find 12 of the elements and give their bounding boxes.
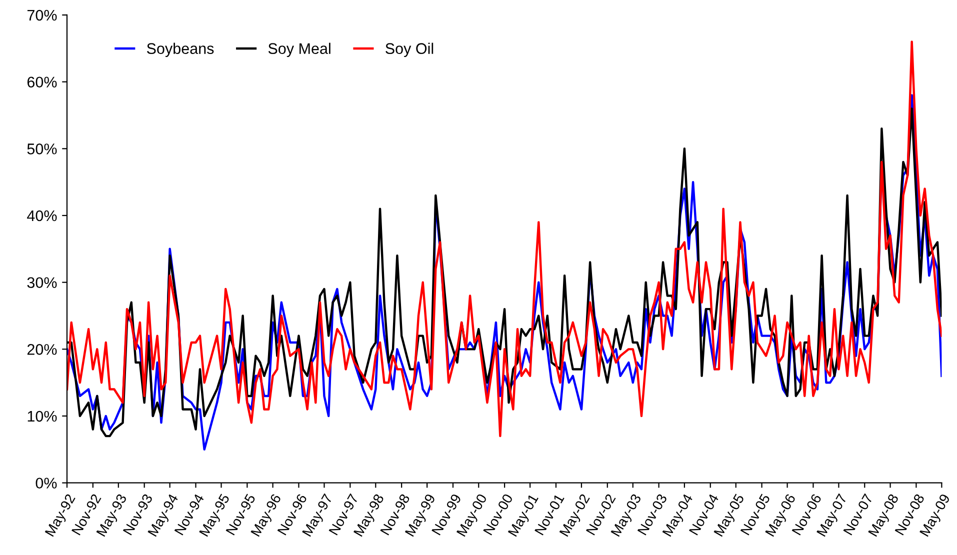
y-tick-label: 40% — [27, 210, 57, 222]
y-tick-label: 30% — [27, 277, 57, 288]
legend-label: Soy Meal — [268, 42, 330, 58]
y-tick-label: 70% — [27, 10, 57, 21]
legend-label: Soy Oil — [386, 42, 434, 58]
y-tick-label: 0% — [36, 478, 57, 489]
line-series — [66, 40, 942, 438]
y-tick-label: 60% — [27, 76, 57, 88]
y-tick-label: 10% — [28, 410, 57, 422]
y-tick-label: 20% — [27, 344, 57, 355]
legend-label: Soybeans — [146, 42, 214, 58]
y-tick-label: 50% — [27, 144, 57, 154]
